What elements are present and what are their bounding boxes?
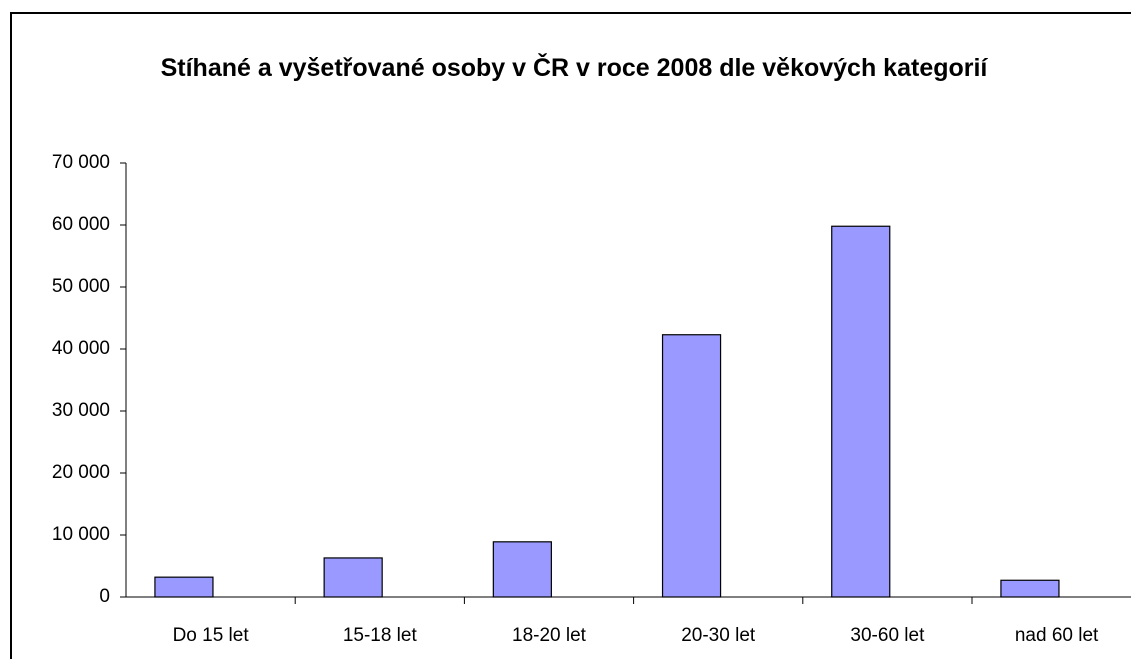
bar [323,557,383,598]
x-tick-label: 30-60 let [850,625,925,646]
bar [154,576,214,598]
chart-frame [10,12,1131,659]
y-tick-label: 0 [99,586,110,607]
y-tick-label: 30 000 [52,400,110,421]
x-tick-label: Do 15 let [173,625,250,646]
y-tick-label: 40 000 [52,338,110,359]
x-tick-label: 18-20 let [512,625,587,646]
bar [1000,579,1060,598]
chart-title: Stíhané a vyšetřované osoby v ČR v roce … [160,54,988,82]
bar [492,541,552,598]
y-tick-label: 10 000 [52,524,110,545]
bar [831,225,891,598]
x-tick-label: 15-18 let [343,625,418,646]
y-tick-label: 60 000 [52,214,110,235]
x-tick-label: 20-30 let [681,625,756,646]
y-tick-label: 50 000 [52,276,110,297]
x-tick-label: nad 60 let [1015,625,1099,646]
y-tick-label: 20 000 [52,462,110,483]
bar [661,334,722,598]
y-tick-label: 70 000 [52,152,110,173]
